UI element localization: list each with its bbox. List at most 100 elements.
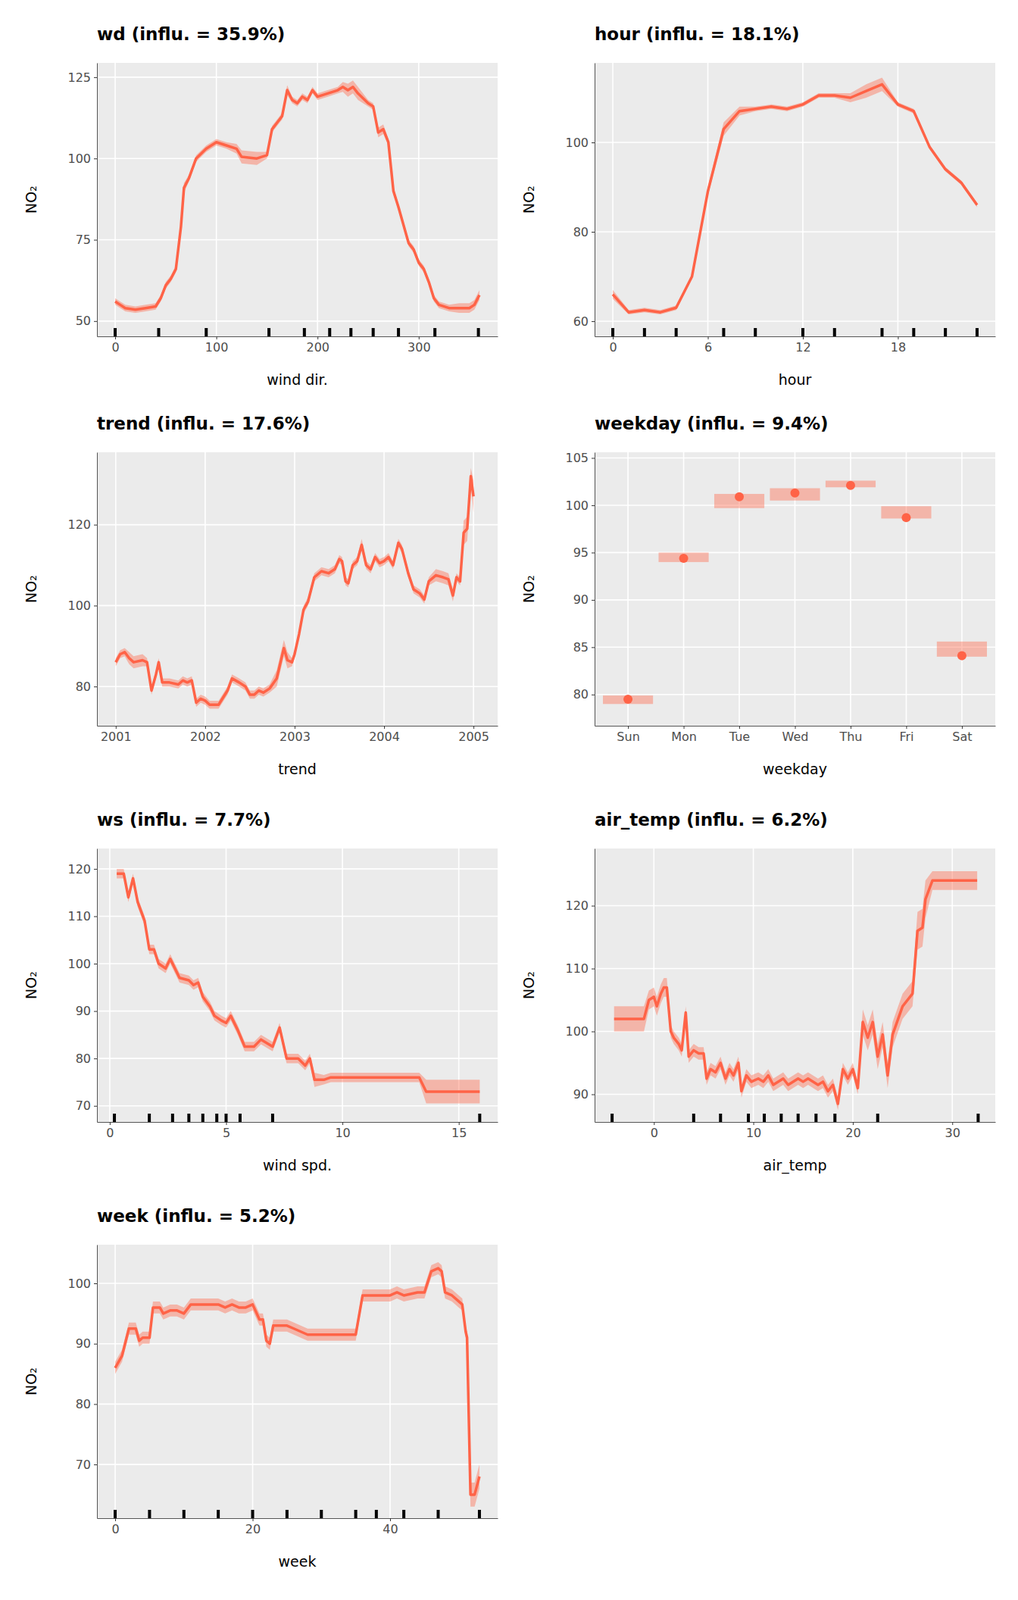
grid-line-y — [96, 524, 498, 526]
y-tick-mark — [93, 1283, 97, 1284]
y-tick: 100 — [67, 1276, 97, 1291]
y-tick: 80 — [75, 1051, 97, 1066]
rug-tick — [271, 1113, 275, 1122]
x-tick-mark — [708, 336, 709, 340]
x-tick-mark — [225, 1121, 227, 1125]
point — [623, 694, 633, 704]
y-axis-title: NO₂ — [520, 574, 538, 603]
marks — [611, 77, 979, 337]
x-tick-label: 200 — [306, 340, 330, 355]
rug-tick — [477, 1113, 481, 1122]
y-tick: 80 — [573, 224, 595, 240]
x-tick-label: 2002 — [190, 729, 222, 744]
y-axis-title: NO₂ — [22, 574, 40, 603]
y-axis: 708090100 — [67, 1245, 97, 1519]
grid-line-y — [96, 157, 498, 160]
line — [115, 1267, 480, 1495]
y-tick-label: 100 — [67, 1276, 91, 1291]
y-tick: 90 — [573, 592, 595, 607]
x-tick-label: 2005 — [458, 729, 490, 744]
y-tick-mark — [93, 77, 97, 79]
y-tick: 90 — [75, 1336, 97, 1351]
point — [901, 512, 911, 522]
ribbon — [614, 871, 978, 1110]
line — [612, 84, 978, 313]
grid-line-x — [652, 848, 655, 1122]
point — [846, 480, 856, 491]
x-tick-mark — [473, 725, 475, 729]
x-axis-title: weekday — [762, 760, 828, 778]
grid-line-x — [215, 62, 218, 337]
y-tick-mark — [591, 905, 595, 907]
rug-tick — [156, 327, 160, 337]
rug-tick — [171, 1113, 175, 1122]
grid-line-y — [96, 1282, 498, 1284]
x-tick-label: 6 — [704, 340, 712, 355]
grid-line-y — [96, 605, 498, 607]
x-axis: 02040 — [97, 1517, 499, 1537]
x-axis-line — [97, 725, 499, 727]
grid-line-x — [683, 452, 685, 726]
x-tick-mark — [294, 725, 296, 729]
rug-tick — [814, 1113, 818, 1122]
y-tick-mark — [93, 321, 97, 322]
y-tick-label: 85 — [573, 640, 589, 655]
marks — [610, 871, 980, 1122]
rug-tick — [112, 1113, 116, 1122]
rug-tick — [302, 327, 307, 337]
y-tick-label: 80 — [75, 1051, 91, 1066]
x-tick: 0 — [650, 1121, 659, 1140]
x-tick-label: 2001 — [100, 729, 132, 744]
panel-background — [594, 62, 996, 337]
y-tick: 80 — [573, 686, 595, 702]
x-tick-label: Tue — [728, 729, 750, 744]
y-tick-mark — [93, 1464, 97, 1465]
x-tick-label: 0 — [106, 1125, 114, 1140]
y-axis-title: NO₂ — [22, 1367, 40, 1396]
y-axis-line — [594, 63, 596, 338]
y-tick-label: 90 — [75, 1003, 91, 1018]
x-tick-label: 0 — [111, 340, 119, 355]
y-tick: 70 — [75, 1457, 97, 1472]
panel-background — [96, 848, 498, 1122]
grid-line-x — [115, 452, 117, 726]
grid-line-y — [594, 1093, 996, 1096]
rug-tick — [610, 1113, 614, 1122]
x-tick-label: Sun — [616, 729, 640, 744]
rug-tick — [692, 1113, 696, 1122]
x-tick-mark — [205, 725, 207, 729]
point — [957, 651, 967, 661]
grid-line-x — [225, 848, 228, 1122]
grid-line-y — [594, 231, 996, 233]
x-tick-label: 2003 — [279, 729, 311, 744]
line — [614, 880, 978, 1104]
x-tick-label: 10 — [746, 1125, 762, 1140]
x-tick: 300 — [407, 336, 431, 355]
x-tick: 30 — [945, 1121, 961, 1140]
rug-tick — [433, 327, 437, 337]
rug-tick — [674, 327, 678, 337]
x-axis-line — [595, 336, 997, 338]
rug-tick — [354, 1509, 358, 1518]
y-tick-mark — [591, 142, 595, 144]
y-tick-label: 95 — [573, 545, 589, 560]
x-axis-line — [595, 1121, 997, 1123]
y-axis-line — [96, 63, 98, 338]
y-tick-label: 125 — [67, 70, 91, 85]
ribbon — [115, 1261, 480, 1507]
rug-tick — [113, 327, 117, 337]
title: hour (influ. = 18.1%) — [594, 24, 800, 44]
y-tick-mark — [591, 694, 595, 696]
x-axis-title: wind dir. — [266, 371, 328, 388]
x-tick-mark — [612, 336, 614, 340]
x-tick: 0 — [608, 336, 617, 355]
x-axis-line — [97, 1517, 499, 1519]
y-axis-line — [594, 849, 596, 1123]
rug-tick — [216, 1509, 220, 1518]
y-tick-mark — [591, 505, 595, 506]
x-tick: 100 — [205, 336, 229, 355]
rug-tick — [975, 327, 979, 337]
x-tick-mark — [342, 1121, 344, 1125]
x-tick: Tue — [728, 725, 750, 744]
y-tick-label: 90 — [75, 1336, 91, 1351]
